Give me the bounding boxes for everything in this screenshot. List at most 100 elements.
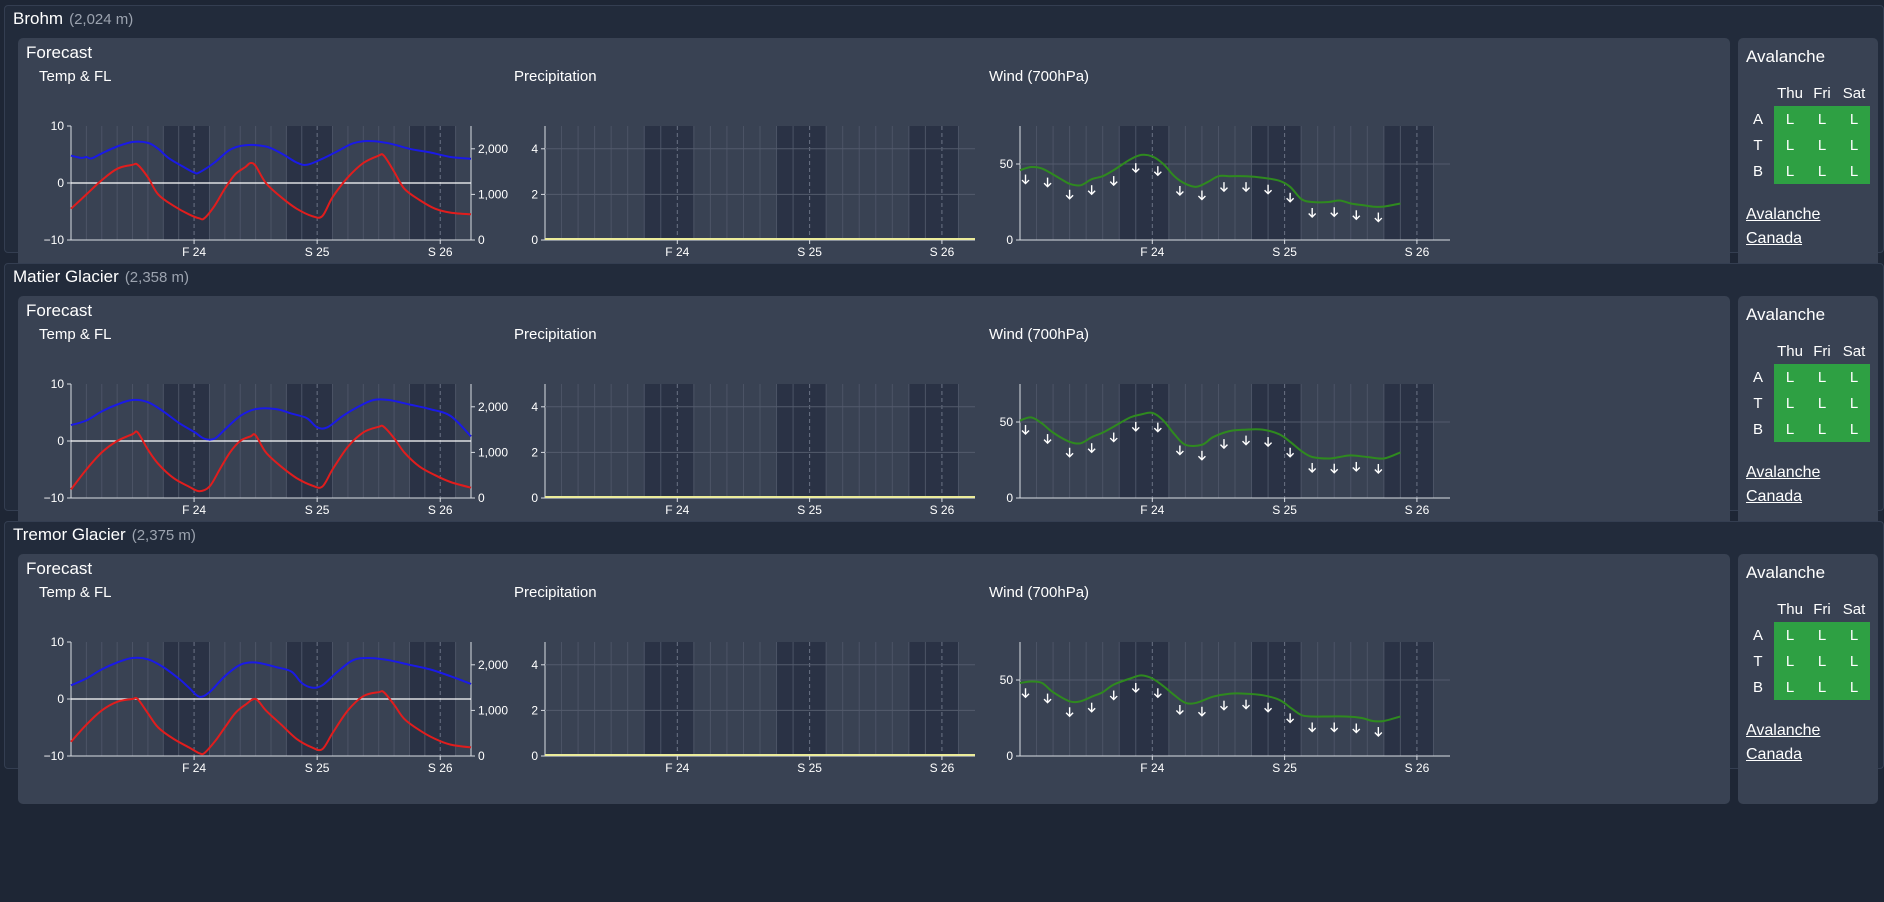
x-tick-label: S 25	[305, 761, 330, 775]
wind-direction-icon	[1352, 723, 1361, 734]
avalanche-card: Avalanche Thu Fri Sat A L L L T L L L B L L L Avalanche C…	[1738, 554, 1878, 804]
night-band	[644, 642, 694, 756]
wind-direction-icon	[1065, 447, 1074, 458]
y-tick-label: 0	[1006, 749, 1013, 763]
temperature-line	[70, 153, 472, 221]
avalanche-title: Avalanche	[1746, 47, 1826, 66]
wind-direction-icon	[1021, 688, 1030, 699]
forecast-charts: F 24 S 25 S 26 10 0 −10 2,000 1,000 0 F 24 S 25 S 2…	[44, 635, 1450, 775]
avalanche-rating-cell: L	[1806, 364, 1838, 390]
avalanche-day-header: Thu	[1777, 600, 1803, 618]
y-tick-label: 0	[1006, 233, 1013, 247]
chart-title-temp: Temp & FL	[39, 584, 112, 601]
avalanche-corner	[1742, 80, 1774, 106]
night-band	[1383, 642, 1434, 756]
x-tick-label: S 25	[1272, 245, 1297, 259]
x-tick-label: S 26	[930, 761, 955, 775]
forecast-charts: F 24 S 25 S 26 10 0 −10 2,000 1,000 0 F 24 S 25 S 2…	[44, 377, 1450, 517]
x-tick-label: F 24	[182, 503, 206, 517]
avalanche-canada-link[interactable]: Avalanche Canada	[1746, 203, 1820, 251]
wind-direction-icon	[1286, 192, 1295, 203]
x-tick-label: S 26	[428, 245, 453, 259]
night-band	[908, 384, 959, 498]
chart-title-precip: Precipitation	[514, 68, 597, 85]
y-tick-label: 50	[1000, 673, 1014, 687]
avalanche-day-header: Sat	[1842, 84, 1866, 102]
avalanche-table: Thu Fri Sat A L L L T L L L B L L L	[1742, 80, 1870, 184]
y-tick-label-right: 0	[478, 491, 485, 505]
wind-direction-icon	[1197, 706, 1206, 717]
wind-direction-icon	[1197, 190, 1206, 201]
wind-direction-icon	[1242, 699, 1251, 710]
avalanche-corner	[1742, 596, 1774, 622]
wind-direction-icon	[1352, 210, 1361, 221]
avalanche-rating-cell: L	[1838, 390, 1870, 416]
avalanche-rating-cell: L	[1774, 674, 1806, 700]
night-band	[1119, 642, 1169, 756]
avalanche-day-header: Thu	[1777, 342, 1803, 360]
x-tick-label: S 25	[797, 503, 822, 517]
wind-speed-line	[1019, 153, 1401, 208]
avalanche-canada-link[interactable]: Avalanche Canada	[1746, 461, 1820, 509]
y-tick-label: 10	[51, 635, 65, 649]
y-tick-label: 0	[57, 176, 64, 190]
night-band	[644, 384, 694, 498]
forecast-card: Forecast Temp & FL Precipitation Wind (700h…	[18, 296, 1730, 546]
night-band	[776, 126, 827, 240]
y-tick-label-right: 2,000	[478, 142, 508, 156]
location-header: Tremor Glacier (2,375 m)	[13, 525, 196, 545]
avalanche-rating-cell: L	[1806, 390, 1838, 416]
chart-title-precip: Precipitation	[514, 326, 597, 343]
wind-direction-icon	[1109, 176, 1118, 187]
forecast-title: Forecast	[26, 559, 93, 578]
location-panel: Tremor Glacier (2,375 m) Forecast Temp & FL…	[4, 521, 1884, 804]
location-elevation: (2,375 m)	[131, 527, 196, 544]
night-band	[1119, 126, 1169, 240]
wind-direction-icon	[1219, 439, 1228, 450]
avalanche-title: Avalanche	[1746, 305, 1826, 324]
wind-direction-icon	[1242, 435, 1251, 446]
avalanche-rating-cell: L	[1806, 622, 1838, 648]
location-header: Brohm (2,024 m)	[13, 9, 133, 29]
night-band	[644, 126, 694, 240]
avalanche-elevation-band: A	[1752, 626, 1763, 644]
avalanche-link-line1: Avalanche	[1746, 206, 1821, 223]
avalanche-rating-cell: L	[1838, 648, 1870, 674]
x-tick-label: F 24	[182, 245, 206, 259]
wind-direction-icon	[1175, 445, 1184, 456]
avalanche-rating-cell: L	[1838, 106, 1870, 132]
wind-direction-icon	[1153, 422, 1162, 433]
wind-direction-icon	[1131, 163, 1140, 174]
avalanche-rating-cell: L	[1774, 106, 1806, 132]
avalanche-elevation-band: T	[1753, 394, 1763, 412]
location-elevation: (2,358 m)	[124, 269, 190, 286]
wind-direction-icon	[1264, 184, 1273, 195]
y-tick-label: 0	[1006, 491, 1013, 505]
chart-title-wind: Wind (700hPa)	[989, 584, 1090, 601]
wind-direction-icon	[1109, 432, 1118, 443]
night-band	[776, 642, 827, 756]
x-tick-label: S 26	[930, 503, 955, 517]
x-tick-label: F 24	[182, 761, 206, 775]
wind-direction-icon	[1352, 461, 1361, 472]
wind-direction-icon	[1219, 700, 1228, 711]
avalanche-link-line1: Avalanche	[1746, 722, 1821, 739]
wind-direction-icon	[1131, 682, 1140, 693]
wind-direction-icon	[1153, 166, 1162, 177]
night-band	[1383, 126, 1434, 240]
avalanche-rating-cell: L	[1806, 674, 1838, 700]
y-tick-label: 2	[531, 187, 538, 201]
avalanche-rating-cell: L	[1774, 364, 1806, 390]
avalanche-rating-cell: L	[1806, 648, 1838, 674]
location-elevation: (2,024 m)	[69, 11, 134, 28]
avalanche-canada-link[interactable]: Avalanche Canada	[1746, 719, 1820, 767]
avalanche-rating-cell: L	[1806, 106, 1838, 132]
wind-direction-icon	[1087, 443, 1096, 454]
avalanche-elevation-band: A	[1752, 110, 1763, 128]
avalanche-link-line2: Canada	[1746, 488, 1803, 505]
y-tick-label: 2	[531, 445, 538, 459]
avalanche-link-line2: Canada	[1746, 230, 1803, 247]
y-tick-label-right: 0	[478, 233, 485, 247]
wind-direction-icon	[1330, 207, 1339, 218]
wind-direction-icon	[1308, 462, 1317, 473]
